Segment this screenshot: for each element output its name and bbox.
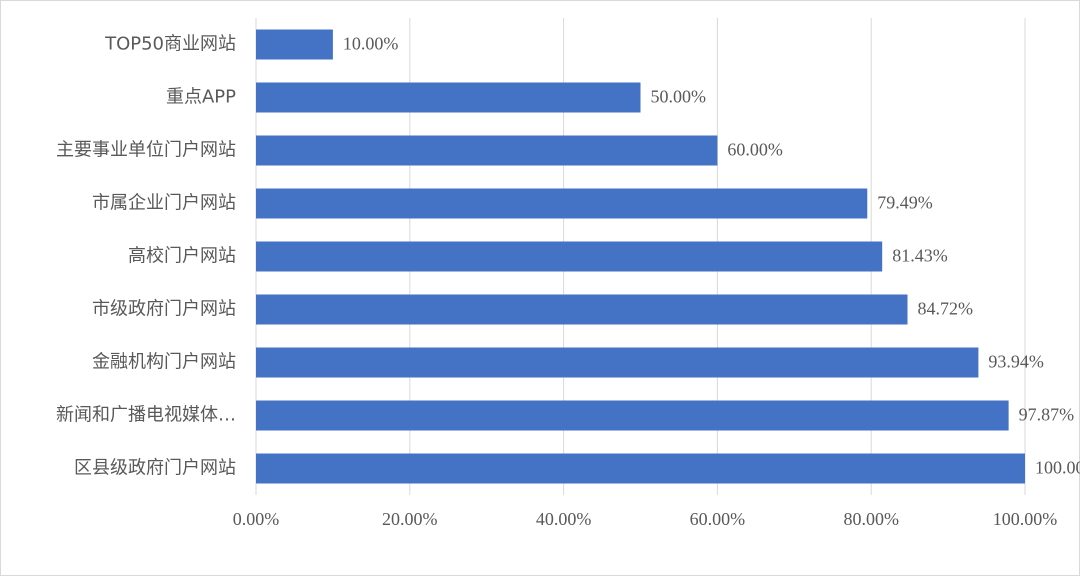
bar: [256, 135, 718, 166]
bar: [256, 241, 883, 272]
value-label: 93.94%: [988, 352, 1044, 372]
y-tick-label: TOP50商业网站: [104, 34, 236, 55]
y-tick-label: 高校门户网站: [128, 246, 236, 267]
bar: [256, 188, 868, 219]
bar: [256, 294, 908, 325]
value-label: 97.87%: [1019, 405, 1075, 425]
value-label: 79.49%: [877, 193, 933, 213]
bar: [256, 29, 333, 60]
y-tick-label: 市属企业门户网站: [92, 193, 236, 214]
x-tick-label: 100.00%: [993, 509, 1058, 529]
x-tick-label: 20.00%: [382, 509, 438, 529]
y-tick-label: 区县级政府门户网站: [74, 458, 236, 479]
value-label: 10.00%: [343, 34, 399, 54]
x-tick-label: 80.00%: [843, 509, 899, 529]
x-tick-label: 0.00%: [233, 509, 280, 529]
value-label: 100.00%: [1035, 458, 1080, 478]
y-tick-label: 主要事业单位门户网站: [56, 140, 236, 161]
bar: [256, 347, 979, 378]
x-tick-label: 40.00%: [536, 509, 592, 529]
y-tick-label: 新闻和广播电视媒体…: [56, 405, 236, 426]
bar: [256, 453, 1025, 484]
y-tick-label: 金融机构门户网站: [92, 352, 236, 373]
value-label: 81.43%: [892, 246, 948, 266]
value-label: 50.00%: [651, 87, 707, 107]
bar: [256, 400, 1009, 431]
x-tick-label: 60.00%: [690, 509, 746, 529]
value-label: 60.00%: [727, 140, 783, 160]
bar: [256, 82, 641, 113]
value-label: 84.72%: [917, 299, 973, 319]
y-tick-label: 重点APP: [166, 87, 236, 108]
y-tick-label: 市级政府门户网站: [92, 299, 236, 320]
